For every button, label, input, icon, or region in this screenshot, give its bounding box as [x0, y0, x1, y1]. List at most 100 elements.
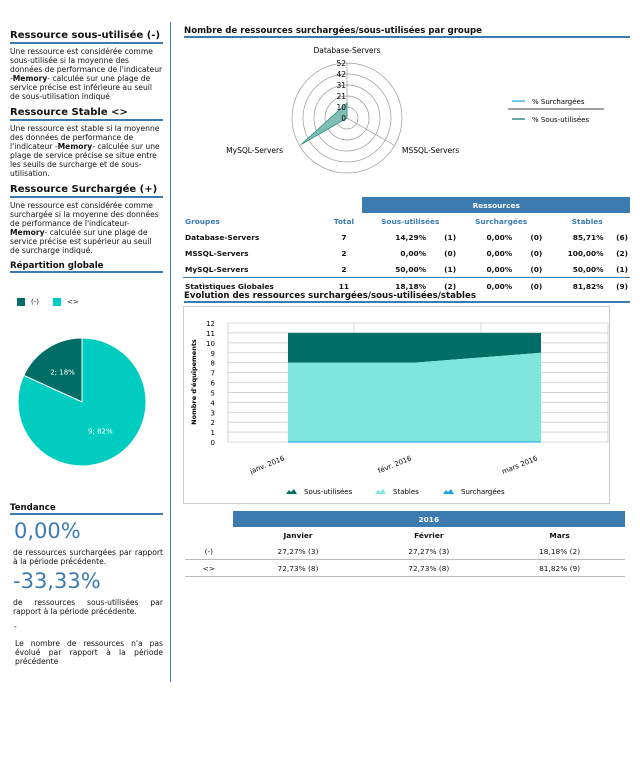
table-row: <> 72,73% (8) 72,73% (8) 81,82% (9) [185, 560, 625, 577]
cell: (9) [616, 281, 628, 291]
tendance-title: Tendance [10, 503, 163, 515]
section-text: Une ressource est stable si la moyenne d… [10, 124, 163, 178]
legend-label: (-) [31, 298, 39, 306]
pie-legend: (-) <> [17, 298, 79, 306]
y-tick: 4 [211, 399, 216, 407]
radar-series-sous [300, 101, 348, 145]
text: Une ressource est considérée comme surch… [10, 201, 159, 228]
cell: (6) [616, 232, 628, 242]
pie-slice [23, 337, 83, 403]
cell: 0,00% [486, 264, 513, 274]
cell: 7 [341, 232, 347, 242]
radar-axis-label: MySQL-Servers [226, 146, 283, 155]
cell: (2) [444, 281, 457, 291]
col-header: Sous-utilisées [381, 216, 440, 226]
section-title: Ressource Surchargée (+) [10, 184, 163, 198]
text: - calculée sur une plage de service préc… [10, 142, 160, 178]
divider [170, 22, 171, 682]
text: - calculée sur une plage de service préc… [10, 74, 152, 101]
radar-tick: 10 [336, 103, 346, 112]
cell: 81,82% (9) [539, 563, 581, 573]
cell: (1) [444, 264, 457, 274]
y-tick: 2 [211, 419, 215, 427]
legend-swatch-stable [53, 298, 61, 306]
y-tick: 10 [206, 340, 215, 348]
radar-title: Nombre de ressources surchargées/sous-ut… [184, 26, 630, 38]
trend-dash: - [14, 622, 17, 631]
text: Une ressource est considérée comme sous-… [10, 47, 163, 83]
slice-label: 9; 82% [88, 428, 113, 436]
y-tick: 0 [211, 439, 215, 447]
y-tick: 12 [206, 320, 215, 328]
col-header: Total [333, 216, 354, 226]
legend-icon [286, 489, 297, 494]
trend-surch-text: de ressources surchargées par rapport à … [13, 548, 163, 566]
cell: Statistiques Globales [185, 281, 274, 291]
legend-label: <> [67, 298, 79, 306]
trend-stable-text: Le nombre de ressources n'a pas évolué p… [15, 639, 163, 666]
slice-label: 2; 18% [50, 369, 75, 377]
cell: 81,82% [572, 281, 604, 291]
indicator: Memory [12, 74, 48, 83]
y-axis-label: Nombre d'équipements [190, 339, 198, 425]
cell: 0,00% [486, 281, 513, 291]
cell: (2) [616, 248, 628, 258]
indicator: Memory [10, 228, 45, 237]
radar-axis-label: Database-Servers [314, 46, 381, 55]
col-header: Stables [571, 216, 603, 226]
cell: 0,00% [400, 248, 427, 258]
y-tick: 8 [211, 360, 215, 368]
table-row: MySQL-Servers 2 50,00% (1) 0,00% (0) 50,00% (1) [183, 261, 630, 278]
legend-icon [443, 489, 454, 494]
cell: 72,73% (8) [408, 563, 450, 573]
area-sous-utilisees [288, 332, 541, 363]
cell: 27,27% (3) [408, 546, 450, 556]
month-header: Janvier [283, 530, 313, 540]
x-tick: févr. 2016 [377, 454, 413, 475]
cell: 14,29% [395, 232, 427, 242]
table-row: (-) 27,27% (3) 27,27% (3) 18,18% (2) [185, 543, 625, 560]
radar-tick: 0 [341, 114, 346, 123]
section-text: Une ressource est considérée comme surch… [10, 201, 163, 255]
radar-tick: 31 [336, 81, 346, 90]
cell: 27,27% (3) [277, 546, 319, 556]
y-tick: 5 [211, 389, 215, 397]
trend-sous-text: de ressources sous-utilisées par rapport… [13, 598, 163, 616]
section-text: Une ressource est considérée comme sous-… [10, 47, 163, 101]
radar-tick: 21 [336, 92, 346, 101]
radar-chart: 0 10 21 31 42 52 Database-Servers MSSQL-Servers… [226, 46, 604, 174]
legend-label: Stables [393, 488, 419, 496]
trend-sous-value: -33,33% [13, 569, 101, 593]
cell: Database-Servers [185, 232, 260, 242]
cell: MySQL-Servers [185, 264, 249, 274]
cell: 50,00% [395, 264, 427, 274]
area-title: Evolution des ressources surchargées/sou… [184, 291, 630, 303]
month-header: Février [414, 530, 444, 540]
cell: (0) [530, 248, 543, 258]
trend-surch-value: 0,00% [14, 519, 81, 543]
cell: (0) [444, 248, 457, 258]
cell: (0) [530, 264, 543, 274]
cell: 50,00% [572, 264, 604, 274]
area-stables [288, 352, 541, 442]
table-row: MSSQL-Servers 2 0,00% (0) 0,00% (0) 100,00% (2) [183, 245, 630, 261]
cell: 0,00% [486, 248, 513, 258]
x-tick: janv. 2016 [248, 454, 286, 476]
year-band: 2016 [232, 511, 625, 527]
y-tick: 11 [206, 330, 215, 338]
y-tick: 7 [211, 370, 215, 378]
legend-label: % Surchargées [532, 98, 585, 106]
x-tick: mars 2016 [501, 454, 539, 476]
radar-tick: 42 [336, 70, 346, 79]
cell: 2 [341, 248, 347, 258]
text: Une ressource est stable si la moyenne d… [10, 124, 160, 151]
legend-label: % Sous-utilisées [532, 116, 589, 124]
monthly-table: 2016 Janvier Février Mars (-) 27,27% (3) 27,2… [185, 511, 625, 577]
legend-swatch-sous [17, 298, 25, 306]
text: - calculée sur une plage de service préc… [10, 228, 152, 255]
cell: (0) [530, 232, 543, 242]
left-panel: Ressource sous-utilisée (-) Une ressource… [10, 30, 163, 273]
cell: (-) [204, 546, 214, 556]
section-title: Ressource sous-utilisée (-) [10, 30, 163, 44]
col-header: Groupes [185, 216, 220, 226]
